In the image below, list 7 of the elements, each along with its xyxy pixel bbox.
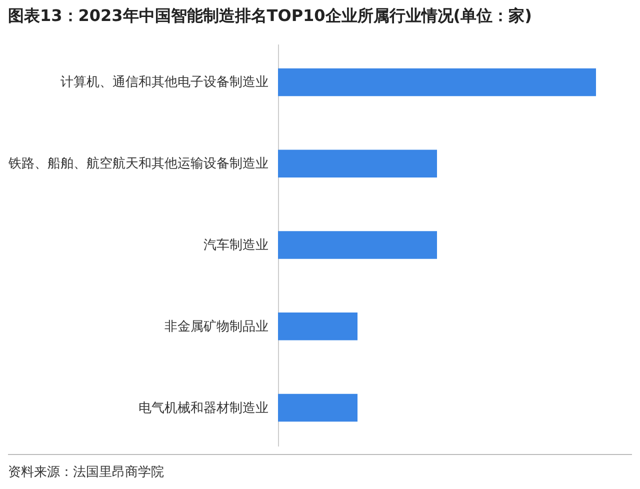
y-tick-label: 铁路、船舶、航空航天和其他运输设备制造业 — [8, 156, 268, 172]
text: 资料来源：法国里昂商学院 — [8, 454, 632, 481]
y-tick-label: 非金属矿物制品业 — [164, 319, 268, 334]
y-tick-label: 电气机械和器材制造业 — [138, 400, 268, 416]
chart-title: 图表13：2023年中国智能制造排名TOP10企业所属行业情况(单位：家) — [8, 6, 532, 25]
y-tick-label: 汽车制造业 — [204, 238, 268, 253]
y-tick-label: 计算机、通信和其他电子设备制造业 — [60, 75, 268, 90]
